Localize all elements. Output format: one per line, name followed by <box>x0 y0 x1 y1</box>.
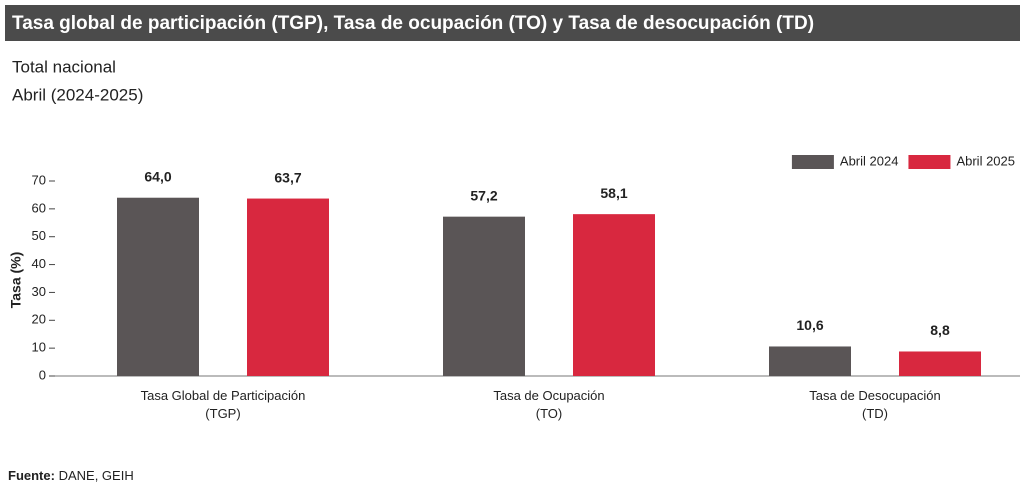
bar <box>573 214 655 376</box>
value-label: 8,8 <box>930 322 950 338</box>
bar <box>247 198 329 376</box>
value-label: 64,0 <box>144 168 171 184</box>
y-tick-label: 0 <box>39 367 46 382</box>
x-tick-label-line: Tasa Global de Participación <box>141 388 306 403</box>
bar <box>117 197 199 376</box>
subtitle: Abril (2024-2025) <box>12 85 143 104</box>
legend-label: Abril 2025 <box>956 153 1015 168</box>
x-tick-label-line: Tasa de Desocupación <box>809 388 941 403</box>
title-bar <box>5 5 1020 41</box>
value-label: 10,6 <box>796 317 823 333</box>
y-tick-label: 70 <box>32 172 46 187</box>
x-tick-label-line: Tasa de Ocupación <box>493 388 604 403</box>
legend-swatch <box>908 155 951 169</box>
y-tick-label: 20 <box>32 312 46 327</box>
x-tick-label: Tasa de Ocupación (TO) <box>493 388 604 421</box>
source: Fuente: DANE, GEIH <box>8 468 134 483</box>
source-text: DANE, GEIH <box>59 468 134 483</box>
y-axis-label: Tasa (%) <box>8 252 24 309</box>
value-label: 58,1 <box>600 185 627 201</box>
y-tick-label: 10 <box>32 340 46 355</box>
bar <box>443 216 525 376</box>
x-tick-label-line: (TO) <box>536 406 562 421</box>
x-tick-label: Tasa de Desocupación (TD) <box>809 388 941 421</box>
y-tick-label: 30 <box>32 284 46 299</box>
value-label: 63,7 <box>274 169 301 185</box>
y-tick-label: 40 <box>32 256 46 271</box>
source-label: Fuente: <box>8 468 55 483</box>
bar <box>769 346 851 376</box>
chart-title: Tasa global de participación (TGP), Tasa… <box>12 13 814 34</box>
value-label: 57,2 <box>470 187 497 203</box>
legend-swatch <box>791 155 834 169</box>
x-tick-label: Tasa Global de Participación (TGP) <box>141 388 306 421</box>
x-tick-label-line: (TGP) <box>205 406 240 421</box>
legend-label: Abril 2024 <box>840 153 899 168</box>
subtitle: Total nacional <box>12 57 116 76</box>
x-tick-label-line: (TD) <box>862 406 888 421</box>
y-tick-label: 60 <box>32 200 46 215</box>
y-tick-label: 50 <box>32 228 46 243</box>
bar <box>899 351 981 376</box>
